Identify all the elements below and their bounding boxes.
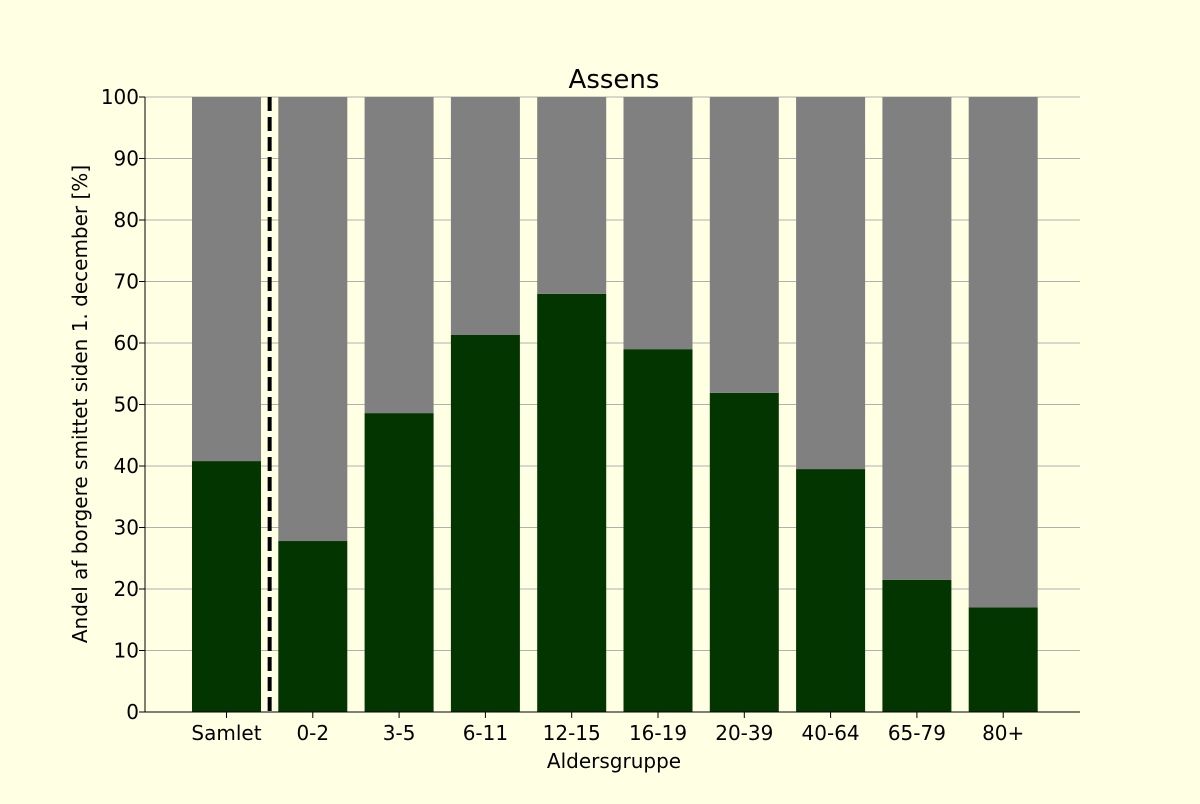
y-tick-label: 50 [114, 393, 139, 417]
x-axis-label: Aldersgruppe [547, 749, 681, 773]
bar-remainder [192, 97, 261, 462]
bar-remainder [364, 97, 434, 414]
bar-remainder [709, 97, 779, 393]
x-tick-label: 12-15 [543, 721, 601, 745]
bar-remainder [968, 97, 1038, 608]
x-tick-label: 20-39 [715, 721, 773, 745]
bar-infected [968, 607, 1038, 712]
y-tick-label: 30 [114, 516, 139, 540]
y-tick-label: 10 [114, 639, 139, 663]
x-tick-label: 0-2 [296, 721, 329, 745]
y-axis-label: Andel af borgere smittet siden 1. decemb… [68, 165, 92, 643]
bar-infected [709, 392, 779, 712]
bar-infected [450, 335, 520, 712]
x-tick-label: 80+ [982, 721, 1024, 745]
bar-infected [882, 579, 952, 712]
y-tick-label: 80 [114, 208, 139, 232]
bar-remainder [537, 97, 607, 294]
bar-infected [192, 461, 261, 712]
y-tick-label: 90 [114, 147, 139, 171]
y-tick-label: 20 [114, 577, 139, 601]
bar-infected [796, 469, 866, 712]
chart-title: Assens [569, 65, 660, 95]
bar-remainder [450, 97, 520, 336]
x-tick-label: 16-19 [629, 721, 687, 745]
y-tick-label: 0 [126, 700, 139, 724]
y-tick-label: 100 [101, 85, 139, 109]
bar-infected [278, 541, 348, 712]
x-tick-label: 6-11 [463, 721, 508, 745]
x-tick-label: 40-64 [802, 721, 860, 745]
y-tick-label: 60 [114, 331, 139, 355]
y-tick-label: 40 [114, 454, 139, 478]
bar-infected [364, 413, 434, 712]
bar-remainder [796, 97, 866, 470]
bar-infected [537, 293, 607, 712]
bar-remainder [623, 97, 693, 350]
bar-remainder [882, 97, 952, 580]
x-tick-label: 3-5 [383, 721, 416, 745]
bar-remainder [278, 97, 348, 542]
x-tick-label: 65-79 [888, 721, 946, 745]
x-tick-label: Samlet [191, 721, 261, 745]
bar-infected [623, 349, 693, 712]
y-tick-label: 70 [114, 270, 139, 294]
